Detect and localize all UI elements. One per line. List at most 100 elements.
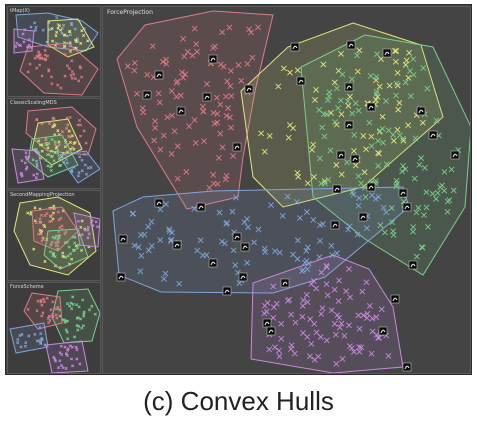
data-point-marker — [56, 26, 60, 30]
thumbnail-view-4[interactable]: ForceScheme — [7, 282, 101, 374]
digit-thumbnail-icon[interactable] — [154, 70, 164, 80]
data-point-marker — [47, 141, 51, 145]
data-point-marker — [258, 130, 265, 137]
digit-thumbnail-icon[interactable] — [344, 120, 354, 130]
digit-stroke — [118, 275, 124, 280]
digit-thumbnail-icon[interactable] — [172, 240, 182, 250]
data-point-marker — [34, 176, 38, 180]
data-point-marker — [65, 126, 69, 131]
digit-thumbnail-icon[interactable] — [240, 242, 250, 252]
digit-thumbnail-icon[interactable] — [330, 220, 340, 230]
data-point-marker — [62, 45, 66, 49]
digit-thumbnail-icon[interactable] — [416, 106, 426, 116]
digit-thumbnail-icon[interactable] — [382, 48, 392, 58]
digit-thumbnail-icon[interactable] — [208, 258, 218, 268]
thumbnail-view-3[interactable]: SecondMappingProjection — [7, 190, 101, 281]
digit-thumbnail-icon[interactable] — [118, 234, 128, 244]
data-point-marker — [366, 302, 373, 309]
digit-thumbnail-icon[interactable] — [336, 150, 346, 160]
digit-stroke — [400, 191, 406, 196]
digit-thumbnail-icon[interactable] — [344, 82, 354, 92]
data-point-marker — [70, 345, 74, 349]
data-point-marker — [82, 314, 86, 318]
thumbnail-view-1[interactable]: tMap(X) — [7, 6, 101, 97]
digit-stroke — [334, 187, 340, 192]
digit-thumbnail-icon[interactable] — [358, 212, 368, 222]
digit-thumbnail-icon[interactable] — [350, 154, 360, 164]
digit-thumbnail-icon[interactable] — [290, 42, 300, 52]
digit-thumbnail-icon[interactable] — [154, 198, 164, 208]
digit-thumbnail-icon[interactable] — [232, 142, 242, 152]
data-point-marker — [63, 232, 67, 236]
data-point-marker — [156, 99, 163, 106]
data-point-marker — [50, 137, 54, 141]
digit-thumbnail-icon[interactable] — [378, 326, 388, 336]
data-point-marker — [43, 53, 47, 57]
data-point-marker — [53, 151, 57, 155]
data-point-marker — [47, 69, 51, 73]
thumbnail-view-2[interactable]: ClassicScalingMDS — [7, 98, 101, 189]
data-point-marker — [72, 147, 76, 151]
digit-thumbnail-icon[interactable] — [450, 150, 460, 160]
data-point-marker — [212, 43, 218, 50]
data-point-marker — [68, 344, 72, 348]
data-point-marker — [29, 45, 33, 49]
digit-thumbnail-icon[interactable] — [296, 76, 306, 86]
digit-thumbnail-icon[interactable] — [366, 182, 376, 192]
digit-thumbnail-icon[interactable] — [280, 278, 290, 288]
projection-canvas[interactable] — [103, 7, 471, 374]
data-point-marker — [78, 155, 82, 159]
data-point-marker — [80, 248, 84, 252]
digit-thumbnail-icon[interactable] — [176, 106, 186, 116]
data-point-marker — [63, 74, 67, 78]
data-point-marker — [91, 224, 95, 228]
digit-thumbnail-icon[interactable] — [238, 272, 248, 282]
digit-thumbnail-icon[interactable] — [266, 326, 276, 336]
digit-thumbnail-icon[interactable] — [196, 202, 206, 212]
data-point-marker — [321, 133, 328, 140]
digit-thumbnail-icon[interactable] — [346, 40, 356, 50]
data-point-marker — [309, 146, 315, 153]
digit-thumbnail-icon[interactable] — [398, 188, 408, 198]
data-point-marker — [52, 159, 56, 163]
digit-thumbnail-icon[interactable] — [366, 102, 376, 112]
main-projection-view[interactable]: ForceProjection — [102, 6, 471, 374]
digit-thumbnail-icon[interactable] — [202, 92, 212, 102]
data-point-marker — [52, 355, 56, 359]
data-point-marker — [163, 61, 170, 67]
data-point-marker — [80, 75, 84, 79]
digit-thumbnail-icon[interactable] — [390, 294, 400, 304]
data-point-marker — [299, 313, 306, 320]
data-point-marker — [378, 306, 385, 313]
digit-stroke — [430, 133, 436, 138]
digit-thumbnail-icon[interactable] — [262, 318, 272, 328]
data-point-marker — [37, 50, 41, 54]
digit-thumbnail-icon[interactable] — [208, 54, 218, 64]
digit-thumbnail-icon[interactable] — [116, 272, 126, 282]
data-point-marker — [33, 21, 37, 25]
digit-thumbnail-icon[interactable] — [332, 184, 342, 194]
data-point-marker — [36, 55, 40, 59]
digit-thumbnail-icon[interactable] — [402, 362, 412, 372]
digit-thumbnail-icon[interactable] — [402, 202, 412, 212]
digit-thumbnail-icon[interactable] — [232, 232, 242, 242]
data-point-marker — [168, 88, 175, 95]
digit-thumbnail-icon[interactable] — [142, 90, 152, 100]
data-point-marker — [411, 175, 418, 182]
data-point-marker — [75, 324, 79, 328]
data-point-marker — [317, 334, 324, 340]
data-point-marker — [318, 269, 325, 276]
data-point-marker — [373, 91, 380, 97]
data-point-marker — [24, 151, 28, 155]
digit-thumbnail-icon[interactable] — [244, 84, 254, 94]
digit-thumbnail-icon[interactable] — [428, 130, 438, 140]
data-point-marker — [40, 149, 44, 153]
digit-thumbnail-icon[interactable] — [222, 286, 232, 296]
digit-thumbnail-icon[interactable] — [408, 260, 418, 270]
data-point-marker — [228, 124, 234, 131]
data-point-marker — [64, 255, 68, 259]
data-point-marker — [39, 232, 43, 236]
data-point-marker — [64, 230, 68, 234]
data-point-marker — [54, 313, 58, 317]
data-point-marker — [82, 129, 86, 133]
